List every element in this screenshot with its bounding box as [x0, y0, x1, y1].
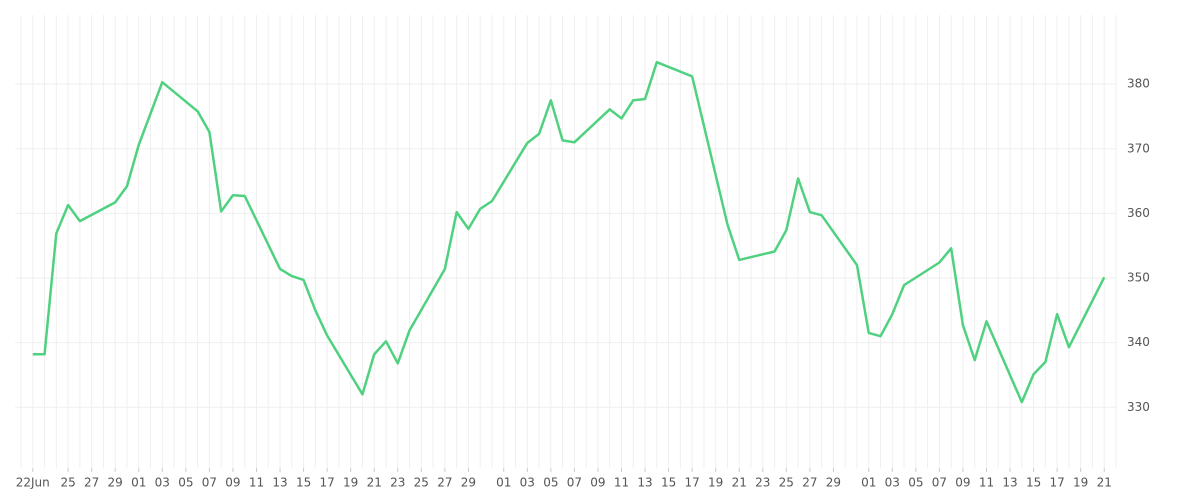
x-tick-label: 01: [496, 476, 511, 490]
x-tick-label: 05: [178, 476, 193, 490]
x-tick-label: 13: [1002, 476, 1017, 490]
x-tick-label: 07: [202, 476, 217, 490]
x-tick-label: 11: [249, 476, 264, 490]
y-tick-label: 350: [1127, 271, 1150, 285]
x-tick-label: 07: [567, 476, 582, 490]
x-tick-label: 22Jun: [16, 476, 50, 490]
x-tick-label: 27: [802, 476, 817, 490]
x-tick-label: 25: [779, 476, 794, 490]
x-tick-label: 17: [1049, 476, 1064, 490]
x-tick-label: 19: [343, 476, 358, 490]
y-tick-label: 360: [1127, 206, 1150, 220]
x-tick-label: 07: [932, 476, 947, 490]
x-tick-label: 17: [684, 476, 699, 490]
x-tick-label: 05: [543, 476, 558, 490]
x-tick-label: 13: [637, 476, 652, 490]
grid: [15, 15, 1117, 468]
x-tick-label: 03: [155, 476, 170, 490]
x-tick-label: 09: [225, 476, 240, 490]
x-tick-label: 25: [414, 476, 429, 490]
x-tick-label: 15: [661, 476, 676, 490]
x-tick-label: 21: [1097, 476, 1112, 490]
x-tick-label: 13: [272, 476, 287, 490]
x-tick-label: 19: [708, 476, 723, 490]
x-tick-label: 29: [108, 476, 123, 490]
x-tick-label: 29: [461, 476, 476, 490]
x-tick-label: 03: [520, 476, 535, 490]
y-tick-label: 330: [1127, 400, 1150, 414]
y-tick-label: 340: [1127, 335, 1150, 349]
x-tick-label: 21: [367, 476, 382, 490]
x-tick-label: 23: [390, 476, 405, 490]
axes: 330 340 350 360 370 380 22Jun 25 27 29 01 03 05 07 09 1…: [16, 77, 1150, 490]
x-tick-label: 15: [1026, 476, 1041, 490]
x-tick-label: 17: [319, 476, 334, 490]
x-tick-label: 19: [1073, 476, 1088, 490]
x-tick-label: 09: [590, 476, 605, 490]
x-tick-label: 27: [437, 476, 452, 490]
x-tick-label: 11: [979, 476, 994, 490]
x-tick-label: 01: [131, 476, 146, 490]
y-tick-label: 380: [1127, 77, 1150, 91]
line-series: [32, 60, 1106, 404]
plot: [32, 60, 1106, 404]
x-tick-label: 11: [614, 476, 629, 490]
x-tick-label: 15: [296, 476, 311, 490]
x-tick-label: 29: [826, 476, 841, 490]
x-tick-label: 25: [60, 476, 75, 490]
x-tick-label: 27: [84, 476, 99, 490]
x-tick-label: 23: [755, 476, 770, 490]
x-tick-label: 21: [732, 476, 747, 490]
x-tick-label: 09: [955, 476, 970, 490]
x-tick-label: 03: [885, 476, 900, 490]
x-tick-label: 05: [908, 476, 923, 490]
x-tick-label: 01: [861, 476, 876, 490]
y-tick-label: 370: [1127, 141, 1150, 155]
